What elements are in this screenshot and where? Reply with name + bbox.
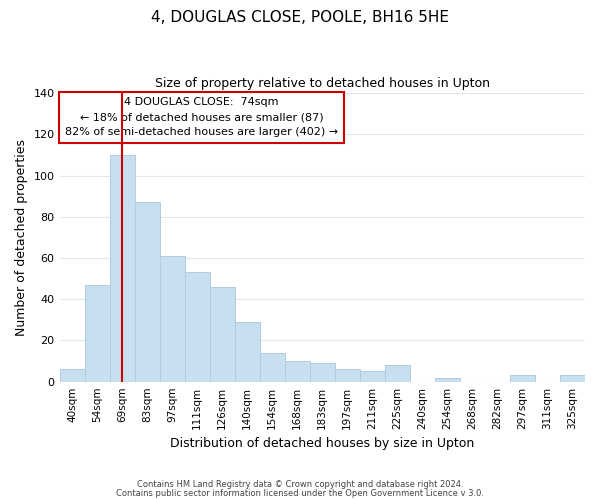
Bar: [134, 202, 160, 382]
Bar: [260, 353, 285, 382]
Bar: [310, 363, 335, 382]
X-axis label: Distribution of detached houses by size in Upton: Distribution of detached houses by size …: [170, 437, 475, 450]
Title: Size of property relative to detached houses in Upton: Size of property relative to detached ho…: [155, 78, 490, 90]
Text: 4, DOUGLAS CLOSE, POOLE, BH16 5HE: 4, DOUGLAS CLOSE, POOLE, BH16 5HE: [151, 10, 449, 25]
Bar: [335, 370, 360, 382]
Bar: [160, 256, 185, 382]
Bar: [385, 365, 410, 382]
Text: Contains HM Land Registry data © Crown copyright and database right 2024.: Contains HM Land Registry data © Crown c…: [137, 480, 463, 489]
Bar: [185, 272, 209, 382]
Bar: [435, 378, 460, 382]
Y-axis label: Number of detached properties: Number of detached properties: [15, 139, 28, 336]
Bar: [110, 155, 134, 382]
Bar: [510, 376, 535, 382]
Text: 4 DOUGLAS CLOSE:  74sqm
← 18% of detached houses are smaller (87)
82% of semi-de: 4 DOUGLAS CLOSE: 74sqm ← 18% of detached…: [65, 98, 338, 137]
Text: Contains public sector information licensed under the Open Government Licence v : Contains public sector information licen…: [116, 488, 484, 498]
Bar: [235, 322, 260, 382]
Bar: [560, 376, 585, 382]
Bar: [285, 361, 310, 382]
Bar: [85, 285, 110, 382]
Bar: [59, 370, 85, 382]
Bar: [360, 372, 385, 382]
Bar: [209, 287, 235, 382]
